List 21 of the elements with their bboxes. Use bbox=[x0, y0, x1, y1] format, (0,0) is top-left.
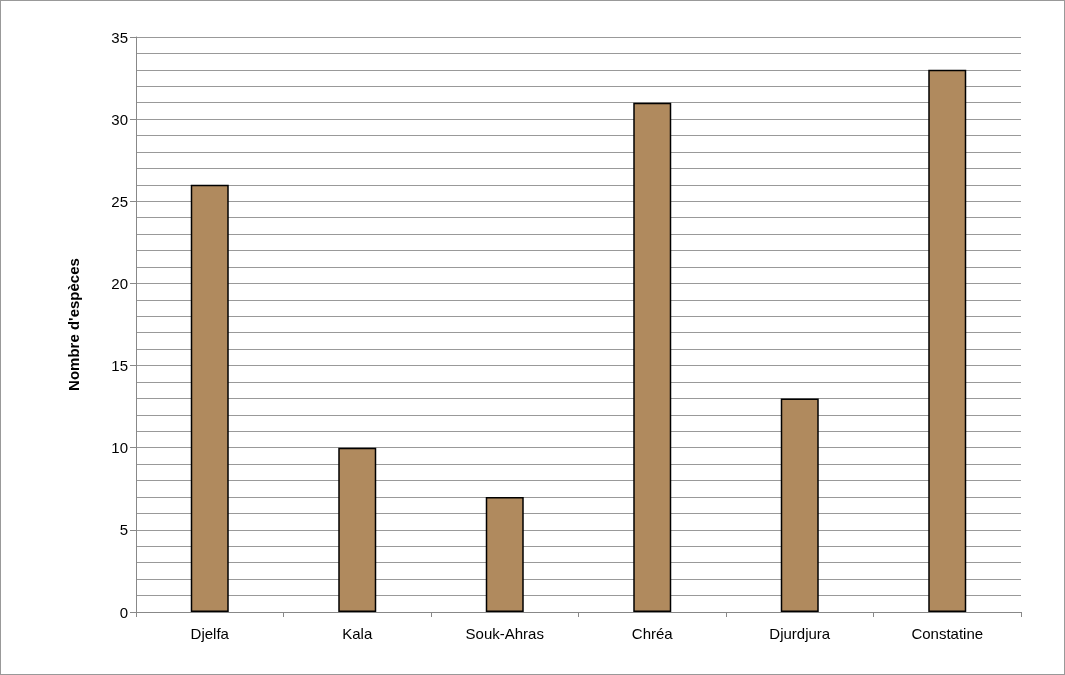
bar bbox=[338, 447, 377, 612]
y-tick-label: 35 bbox=[111, 28, 128, 46]
x-tick-label: Constatine bbox=[911, 625, 984, 642]
x-tick-label: Chréa bbox=[631, 625, 674, 642]
bar bbox=[633, 102, 672, 612]
y-tick-label: 20 bbox=[111, 274, 128, 292]
y-tick-label: 10 bbox=[111, 439, 128, 457]
y-tick-label: 30 bbox=[111, 110, 128, 128]
x-tick-label: Djurdjura bbox=[769, 625, 831, 642]
x-tick-label: Djelfa bbox=[190, 625, 230, 642]
y-tick-label: 5 bbox=[119, 521, 128, 539]
y-tick-label: 25 bbox=[111, 192, 128, 210]
bar bbox=[928, 69, 967, 612]
y-axis-title: Nombre d'espèces bbox=[65, 258, 82, 391]
bar bbox=[485, 497, 524, 612]
y-tick-label: 15 bbox=[111, 357, 128, 375]
bar bbox=[780, 398, 819, 612]
x-tick-label: Kala bbox=[342, 625, 373, 642]
y-tick-label: 0 bbox=[119, 603, 128, 621]
bar bbox=[190, 184, 229, 612]
x-tick-label: Souk-Ahras bbox=[465, 625, 544, 642]
